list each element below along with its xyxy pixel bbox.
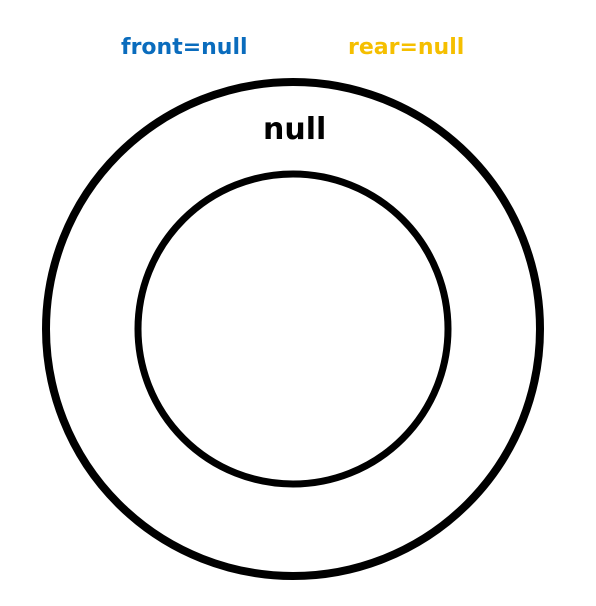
rear-pointer-label: rear=null	[348, 35, 465, 60]
buffer-slot-value: null	[263, 112, 327, 147]
inner-ring	[134, 170, 452, 488]
outer-ring	[42, 78, 544, 580]
front-pointer-label: front=null	[121, 35, 248, 60]
